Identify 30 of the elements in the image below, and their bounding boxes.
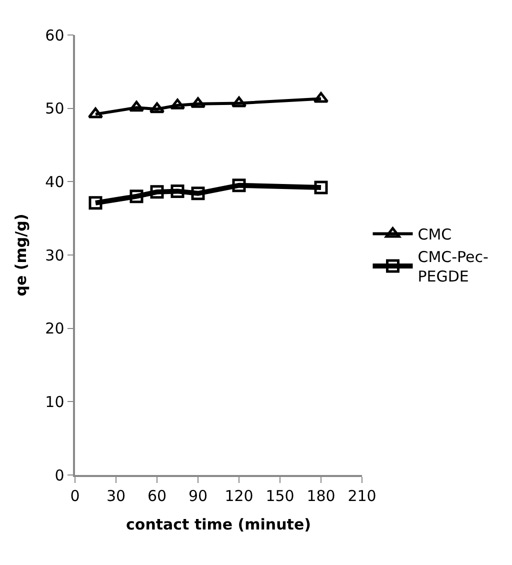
x-tick-label: 0	[70, 486, 80, 505]
y-tick-label: 10	[45, 392, 64, 411]
y-tick-label: 30	[45, 246, 64, 264]
y-tick-label: 60	[45, 26, 64, 44]
point	[128, 100, 144, 112]
point	[314, 180, 328, 194]
legend-label: CMC	[418, 226, 452, 244]
point	[232, 178, 246, 192]
x-axis-title: contact time (minute)	[126, 515, 311, 534]
y-tick-label: 50	[45, 100, 64, 118]
legend-label: CMC-Pec-PEGDE	[418, 248, 488, 286]
x-tick-label: 30	[106, 486, 126, 505]
point	[149, 102, 165, 114]
point	[88, 107, 104, 118]
y-tick-label: 20	[45, 320, 64, 338]
x-tick-label: 180	[306, 486, 336, 505]
x-tick-label: 90	[188, 486, 208, 505]
x-tick-label: 210	[348, 486, 376, 505]
point	[150, 185, 164, 199]
point	[130, 190, 144, 204]
point	[170, 184, 184, 198]
point	[191, 186, 205, 200]
x-tick-label: 150	[266, 486, 294, 505]
point	[88, 196, 102, 210]
y-tick-label: 0	[54, 466, 64, 484]
x-tick-label: 120	[224, 486, 254, 505]
x-tick-label: 60	[147, 486, 167, 505]
point	[231, 96, 247, 108]
y-tick-label: 40	[45, 172, 64, 191]
y-axis-title: qe (mg/g)	[12, 214, 30, 296]
